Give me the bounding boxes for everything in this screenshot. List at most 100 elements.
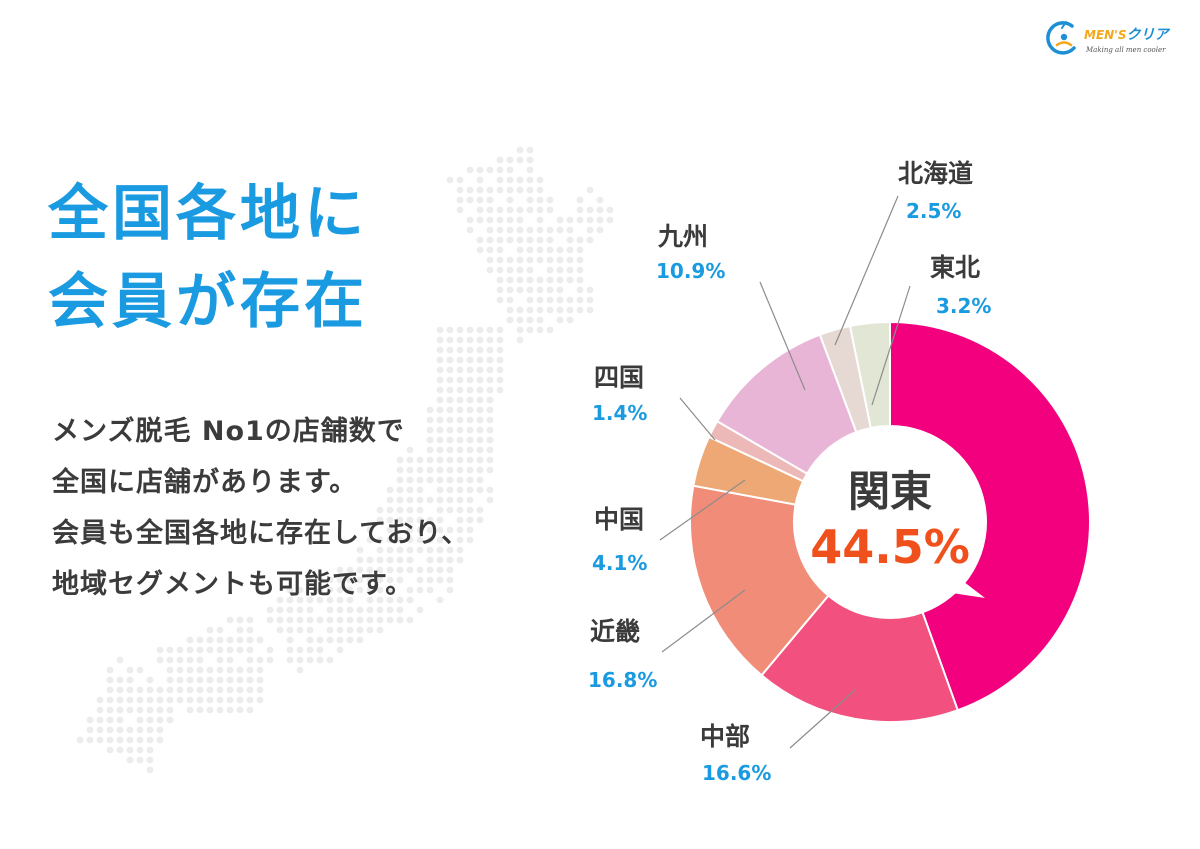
map-dot — [386, 486, 394, 494]
map-dot — [556, 276, 564, 284]
leader-line — [871, 285, 911, 406]
map-dot — [516, 276, 524, 284]
map-dot — [386, 546, 394, 554]
map-dot — [466, 196, 474, 204]
map-dot — [256, 696, 264, 704]
map-dot — [116, 736, 124, 744]
map-dot — [456, 556, 464, 564]
map-dot — [286, 606, 294, 614]
map-dot — [506, 166, 514, 174]
map-dot — [426, 576, 434, 584]
map-dot — [526, 146, 534, 154]
map-dot — [476, 466, 484, 474]
map-dot — [156, 656, 164, 664]
map-dot — [526, 166, 534, 174]
map-dot — [286, 596, 294, 604]
slice-value-label: 16.8% — [588, 668, 657, 692]
map-dot — [456, 446, 464, 454]
map-dot — [446, 466, 454, 474]
map-dot — [236, 616, 244, 624]
map-dot — [166, 706, 174, 714]
map-dot — [326, 656, 334, 664]
map-dot — [116, 696, 124, 704]
map-dot — [356, 626, 364, 634]
map-dot — [466, 466, 474, 474]
map-dot — [546, 296, 554, 304]
map-dot — [186, 676, 194, 684]
map-dot — [96, 706, 104, 714]
map-dot — [206, 706, 214, 714]
map-dot — [336, 606, 344, 614]
map-dot — [456, 486, 464, 494]
map-dot — [356, 546, 364, 554]
map-dot — [456, 536, 464, 544]
map-dot — [476, 236, 484, 244]
map-dot — [106, 666, 114, 674]
map-dot — [136, 756, 144, 764]
map-dot — [186, 696, 194, 704]
map-dot — [446, 176, 454, 184]
map-dot — [396, 496, 404, 504]
center-callout — [798, 430, 985, 614]
map-dot — [436, 546, 444, 554]
map-dot — [476, 406, 484, 414]
map-dot — [426, 586, 434, 594]
map-dot — [436, 486, 444, 494]
map-dot — [456, 386, 464, 394]
map-dot — [526, 246, 534, 254]
map-dot — [226, 686, 234, 694]
map-dot — [556, 266, 564, 274]
map-dot — [486, 496, 494, 504]
map-dot — [326, 606, 334, 614]
map-dot — [296, 666, 304, 674]
map-dot — [476, 386, 484, 394]
map-dot — [556, 286, 564, 294]
map-dot — [386, 586, 394, 594]
map-dot — [136, 716, 144, 724]
map-dot — [196, 676, 204, 684]
map-dot — [236, 626, 244, 634]
map-dot — [466, 326, 474, 334]
map-dot — [566, 216, 574, 224]
map-dot — [466, 476, 474, 484]
description: メンズ脱毛 No1の店舗数で 全国に店舗があります。 会員も全国各地に存在してお… — [52, 406, 469, 610]
map-dot — [496, 256, 504, 264]
map-dot — [126, 736, 134, 744]
map-dot — [256, 676, 264, 684]
map-dot — [386, 506, 394, 514]
map-dot — [366, 596, 374, 604]
map-dot — [406, 516, 414, 524]
map-dot — [206, 666, 214, 674]
map-dot — [286, 656, 294, 664]
slice-value-label: 1.4% — [592, 401, 647, 425]
map-dot — [536, 186, 544, 194]
map-dot — [216, 706, 224, 714]
map-dot — [196, 706, 204, 714]
map-dot — [186, 636, 194, 644]
map-dot — [346, 616, 354, 624]
map-dot — [456, 206, 464, 214]
map-dot — [496, 286, 504, 294]
map-dot — [386, 606, 394, 614]
map-dot — [556, 256, 564, 264]
map-dot — [236, 646, 244, 654]
map-dot — [486, 246, 494, 254]
map-dot — [396, 576, 404, 584]
map-dot — [276, 626, 284, 634]
map-dot — [466, 166, 474, 174]
map-dot — [506, 256, 514, 264]
map-dot — [536, 326, 544, 334]
map-dot — [286, 646, 294, 654]
map-dot — [556, 296, 564, 304]
map-dot — [376, 606, 384, 614]
map-dot — [436, 376, 444, 384]
map-dot — [436, 426, 444, 434]
map-dot — [486, 356, 494, 364]
map-dot — [196, 686, 204, 694]
map-dot — [446, 566, 454, 574]
map-dot — [226, 676, 234, 684]
map-dot — [126, 706, 134, 714]
map-dot — [316, 576, 324, 584]
map-dot — [406, 596, 414, 604]
map-dot — [116, 706, 124, 714]
